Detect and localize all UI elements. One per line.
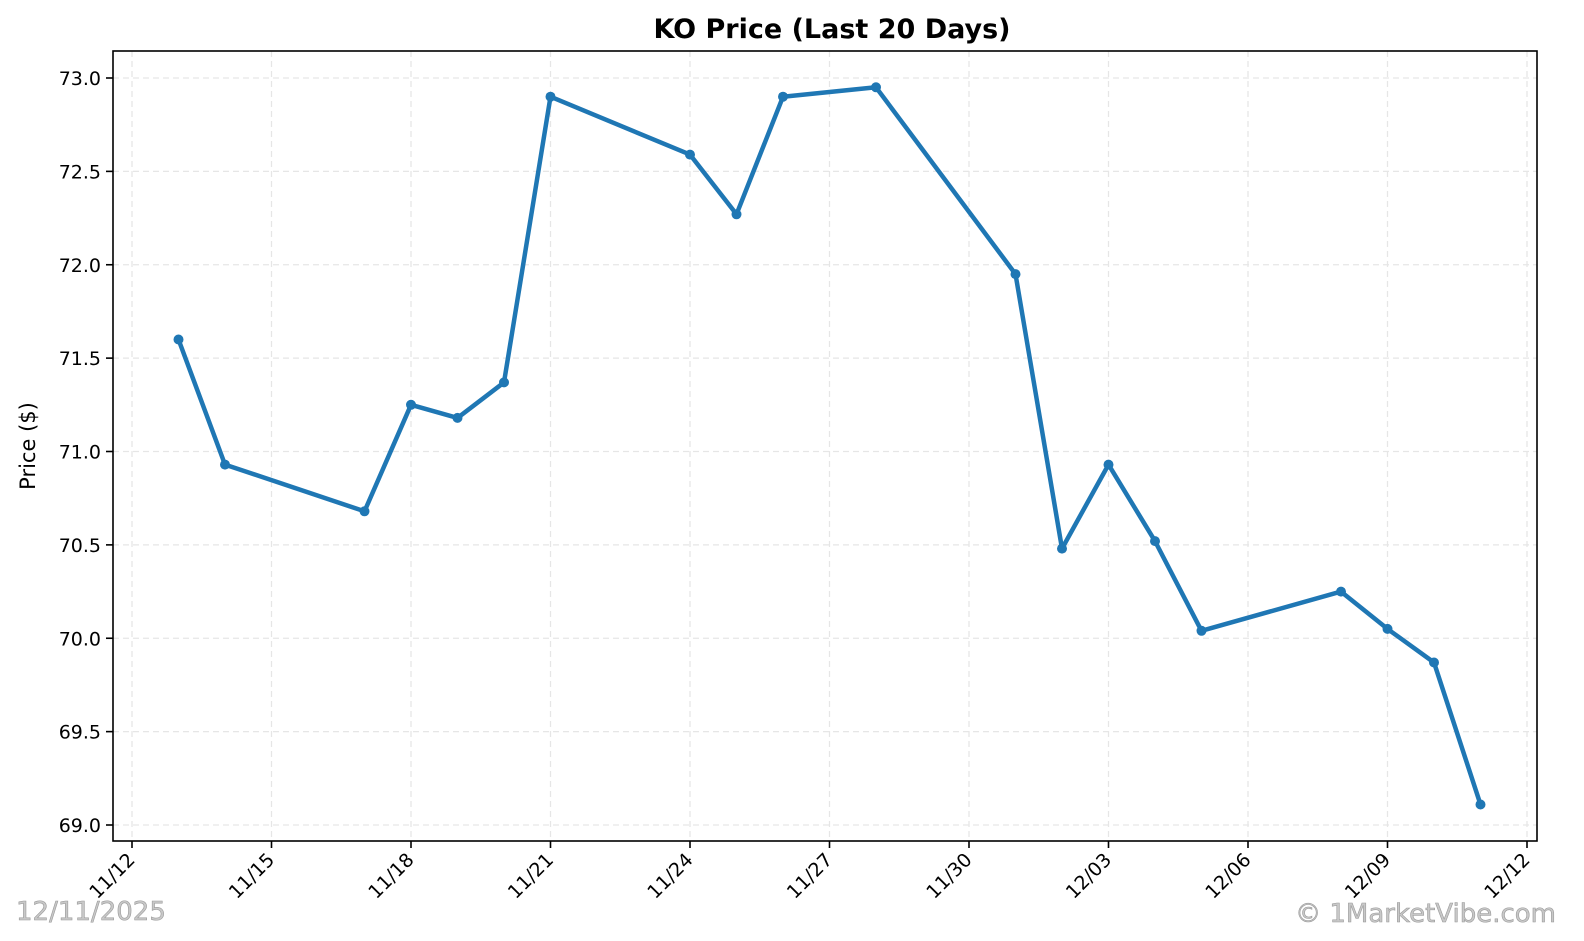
copyright-watermark: © 1MarketVibe.com (1295, 899, 1556, 929)
x-tick-label: 11/18 (364, 849, 418, 903)
x-tick-label: 11/12 (85, 849, 139, 903)
data-point-marker (220, 459, 230, 470)
data-point-marker (406, 399, 416, 410)
y-tick-label: 69.0 (59, 815, 101, 837)
price-series-line (176, 85, 1483, 807)
y-tick-label: 70.5 (59, 535, 101, 557)
y-tick-label: 72.5 (59, 161, 101, 183)
data-point-marker (1103, 459, 1114, 470)
x-tick-label: 11/15 (225, 849, 279, 903)
data-point-marker (1475, 799, 1486, 810)
data-point-marker (1336, 586, 1346, 597)
data-point-marker (1382, 623, 1393, 634)
y-axis-label: Price ($) (16, 402, 40, 490)
x-tick-label: 11/24 (643, 849, 697, 903)
x-tick-label: 12/06 (1201, 849, 1255, 903)
y-tick-label: 70.0 (59, 628, 101, 650)
data-point-marker (1057, 543, 1067, 554)
data-point-marker (1429, 657, 1439, 668)
data-point-marker (1196, 625, 1207, 636)
x-tick-label: 12/03 (1062, 849, 1116, 903)
data-point-marker (685, 149, 695, 160)
x-tick-label: 11/30 (922, 849, 976, 903)
date-watermark: 12/11/2025 (16, 897, 166, 927)
x-axis: 11/12 11/15 11/18 11/21 11/24 11/27 11/30 12/03… (85, 841, 1535, 903)
data-point-marker (731, 209, 742, 220)
y-tick-label: 72.0 (59, 255, 101, 277)
data-point-marker (1150, 536, 1160, 547)
plot-frame (112, 50, 1538, 842)
x-tick-label: 11/27 (783, 849, 837, 903)
data-point-marker (778, 91, 788, 102)
data-point-marker (545, 91, 556, 102)
y-tick-label: 71.0 (59, 442, 101, 464)
price-markers (173, 82, 1486, 810)
data-point-marker (452, 412, 463, 423)
grid-lines (113, 51, 1537, 841)
data-point-marker (359, 506, 370, 517)
y-tick-label: 73.0 (59, 68, 101, 90)
x-tick-label: 11/21 (504, 849, 558, 903)
data-point-marker (871, 82, 881, 93)
x-tick-label: 12/12 (1480, 849, 1534, 903)
chart-title: KO Price (Last 20 Days) (653, 14, 1010, 45)
y-axis: 69.0 69.5 70.0 70.5 71.0 71.5 72.0 72.5 73.0 (59, 68, 113, 837)
data-point-marker (173, 334, 184, 345)
x-tick-label: 12/09 (1341, 849, 1395, 903)
y-tick-label: 69.5 (59, 722, 101, 744)
data-point-marker (499, 377, 509, 388)
y-tick-label: 71.5 (59, 348, 101, 370)
data-point-marker (1010, 269, 1021, 280)
